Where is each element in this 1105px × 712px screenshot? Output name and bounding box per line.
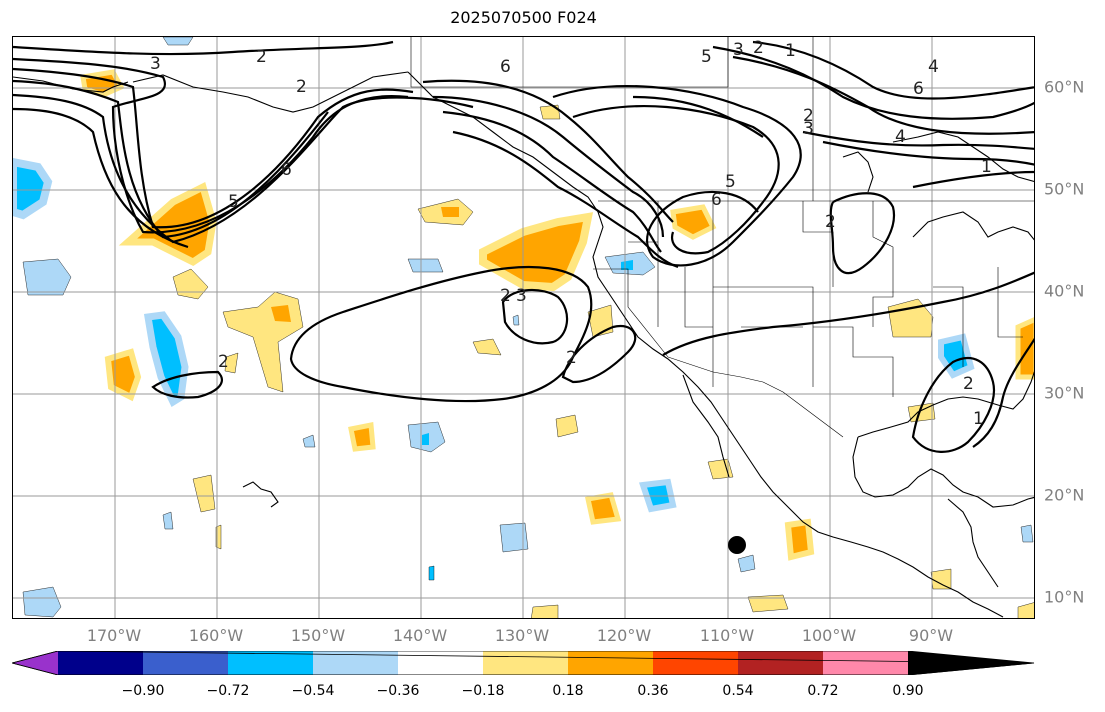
contour-label: 2 [803,106,814,126]
lon-label: 160°W [188,626,244,645]
contour-label: 2 [218,352,229,372]
colorbar-tick: 0.18 [552,683,584,699]
contour-label: 2 [296,77,307,97]
colorbar-tick: −0.36 [376,683,420,699]
contour-label: 2 [825,212,836,232]
contour-label: 2 [566,348,577,368]
contour-label: 6 [913,79,924,99]
contour-label: 2 [500,286,511,306]
lat-label: 40°N [1044,281,1085,301]
colorbar-segment [483,651,568,675]
colorbar-segment [908,651,1034,675]
colorbar-tick: 0.36 [637,683,669,699]
lat-label: 30°N [1044,383,1085,403]
colorbar-segment [823,651,908,675]
contour-label: 3 [803,119,814,139]
contour-label: 5 [701,47,712,67]
lon-label: 90°W [908,626,954,645]
contour-label: 2 [256,47,267,67]
contours [13,40,1034,453]
contour-label: 3 [150,54,161,74]
map-panel: 3 2 6 5 6 5 3 2 1 6 5 4 3 2 1 2 4 6 2 2 … [12,36,1035,619]
colorbar-segment [568,651,653,675]
contour-label: 6 [281,160,292,180]
contour-label: 5 [228,192,239,212]
contour-label: 4 [928,57,939,77]
colorbar-segment [143,651,228,675]
contour-label: 6 [711,190,722,210]
colorbar-segment [12,651,58,675]
map-title: 2025070500 F024 [450,8,597,27]
contour-label: 1 [981,157,992,177]
contour-label: 3 [516,286,527,306]
contour-label: 4 [895,127,906,147]
contour-label: 1 [973,409,984,429]
colorbar-tick: −0.18 [461,683,505,699]
colorbar-segment [228,651,313,675]
colorbar-tick: −0.54 [291,683,335,699]
lat-label: 20°N [1044,485,1085,505]
lat-label: 60°N [1044,77,1085,97]
lon-label: 170°W [86,626,142,645]
colorbar-tick: 0.90 [892,683,924,699]
colorbar-tick: −0.72 [206,683,250,699]
political-borders [410,37,1034,438]
colorbar-segment [58,651,143,675]
contour-label: 5 [725,172,736,192]
lat-label: 50°N [1044,179,1085,199]
contour-label: 3 [733,40,744,60]
shading-negative [13,37,1034,618]
lat-label: 10°N [1044,587,1085,607]
lon-label: 110°W [699,626,755,645]
lon-label: 150°W [290,626,346,645]
lon-label: 140°W [392,626,448,645]
contour-labels: 3 2 6 5 6 5 3 2 1 6 5 4 3 2 1 2 4 6 2 2 … [150,38,992,429]
contour-label: 6 [500,57,511,77]
coastlines [13,71,1034,618]
colorbar-segment [738,651,823,675]
lon-label: 130°W [494,626,550,645]
contour-label: 2 [753,38,764,58]
colorbar [12,651,1035,675]
colorbar-tick: 0.54 [722,683,754,699]
colorbar-segment [653,651,738,675]
lon-label: 100°W [801,626,857,645]
map-canvas: 3 2 6 5 6 5 3 2 1 6 5 4 3 2 1 2 4 6 2 2 … [13,37,1034,618]
colorbar-segment [398,651,483,675]
colorbar-tick: 0.72 [807,683,839,699]
lon-label: 120°W [596,626,652,645]
storm-center-dot [728,536,746,554]
contour-label: 2 [963,374,974,394]
contour-label: 1 [785,41,796,61]
colorbar-tick: −0.90 [121,683,165,699]
graticule [13,37,1034,618]
